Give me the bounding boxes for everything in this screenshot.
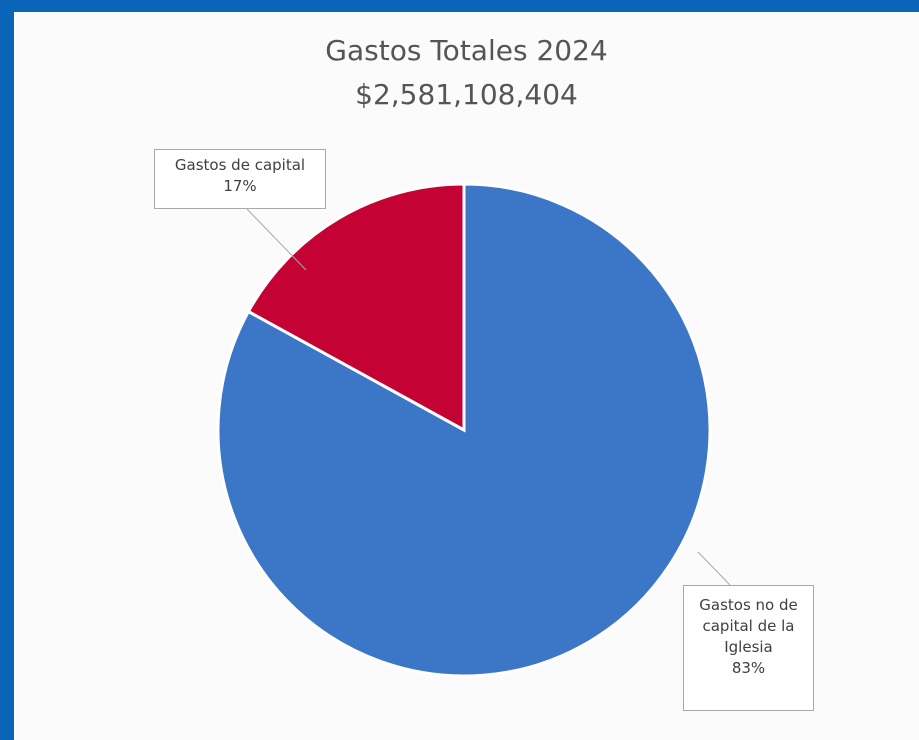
pie-slices <box>216 182 712 678</box>
chart-panel: Gastos Totales 2024 $2,581,108,404 Gasto… <box>14 12 919 740</box>
chart-subtitle: $2,581,108,404 <box>355 78 578 111</box>
data-label-noncapital-line3: Iglesia <box>724 638 773 656</box>
data-label-capital-percent: 17% <box>223 177 257 195</box>
data-label-noncapital-percent: 83% <box>731 659 766 677</box>
leader-line-capital <box>246 208 307 271</box>
data-label-capital: Gastos de capital 17% <box>154 149 326 209</box>
pie-chart <box>216 182 731 678</box>
data-label-capital-name: Gastos de capital <box>174 156 306 174</box>
data-label-noncapital-line1: Gastos no de <box>699 596 798 614</box>
data-label-noncapital: Gastos no de capital de la Iglesia 83% <box>683 585 814 711</box>
chart-title: Gastos Totales 2024 <box>325 34 608 67</box>
leader-line-noncapital <box>697 551 731 586</box>
pie-slice-capital <box>246 182 466 433</box>
data-label-noncapital-line2: capital de la <box>702 617 795 635</box>
